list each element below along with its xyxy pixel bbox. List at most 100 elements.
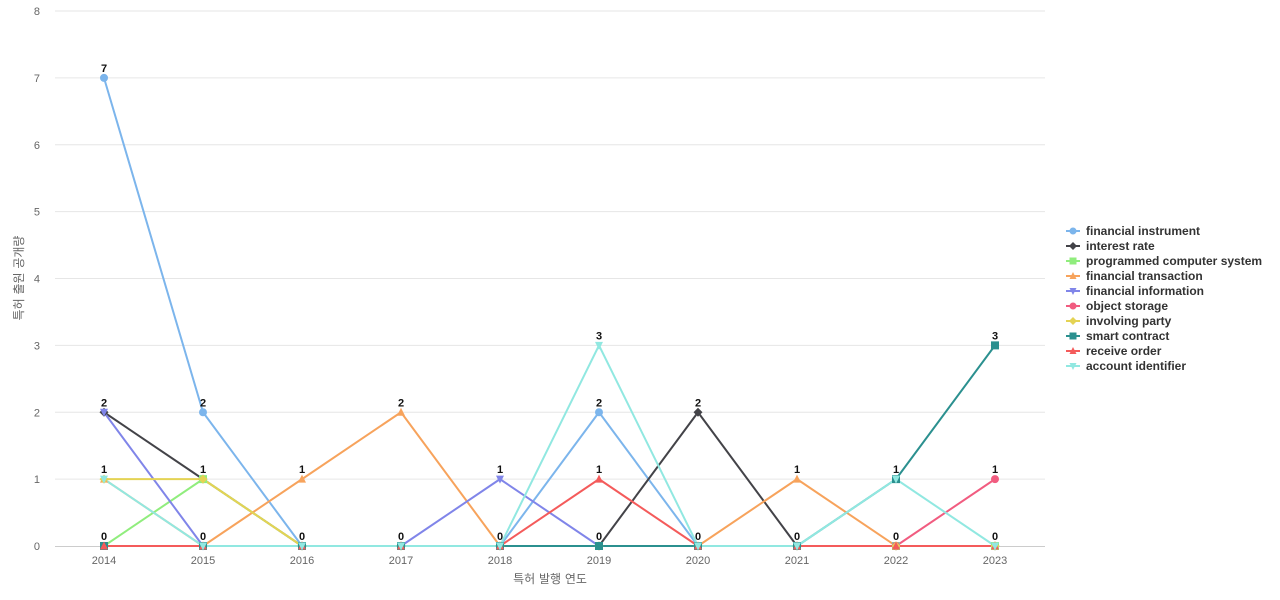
legend-item-involving-party[interactable]: involving party	[1066, 314, 1172, 328]
y-tick-label: 7	[34, 73, 40, 85]
y-tick-label: 5	[34, 207, 40, 219]
legend-item-financial-transaction[interactable]: financial transaction	[1066, 269, 1203, 283]
data-point-smart-contract	[991, 341, 999, 350]
data-label: 0	[299, 531, 305, 543]
data-label: 1	[992, 464, 998, 476]
legend-symbol	[1069, 288, 1077, 295]
x-tick-label: 2016	[290, 555, 314, 567]
y-tick-label: 3	[34, 340, 40, 352]
x-tick-label: 2019	[587, 555, 611, 567]
data-label: 2	[101, 397, 107, 409]
data-label: 1	[101, 464, 107, 476]
legend-symbol	[1069, 272, 1077, 279]
x-tick-label: 2015	[191, 555, 215, 567]
data-label: 1	[596, 464, 602, 476]
data-label: 1	[299, 464, 305, 476]
legend-label: interest rate	[1086, 239, 1155, 253]
y-axis-title: 특허 출원 공개량	[12, 236, 26, 321]
data-label: 2	[398, 397, 404, 409]
y-tick-label: 0	[34, 541, 40, 553]
data-label: 7	[101, 63, 107, 75]
y-tick-label: 2	[34, 407, 40, 419]
data-label: 0	[497, 531, 503, 543]
data-point-financial-instrument	[100, 73, 108, 82]
data-label: 0	[893, 531, 899, 543]
legend-item-account-identifier[interactable]: account identifier	[1066, 359, 1186, 373]
data-point-financial-instrument	[595, 408, 603, 417]
legend-label: receive order	[1086, 344, 1162, 358]
y-tick-label: 1	[34, 474, 40, 486]
legend-item-object-storage[interactable]: object storage	[1066, 299, 1168, 313]
legend-symbol	[1069, 227, 1077, 235]
series-line-financial-instrument	[103, 76, 996, 547]
x-tick-label: 2014	[92, 555, 116, 567]
legend-item-receive-order[interactable]: receive order	[1066, 344, 1162, 358]
data-point-financial-information	[496, 475, 504, 484]
data-label: 3	[992, 330, 998, 342]
data-label: 0	[200, 531, 206, 543]
legend-label: account identifier	[1086, 359, 1186, 373]
data-point-smart-contract	[595, 542, 603, 550]
y-tick-label: 8	[34, 6, 40, 18]
data-label: 1	[893, 464, 899, 476]
x-tick-label: 2020	[686, 555, 710, 567]
data-point-account-identifier	[694, 542, 702, 551]
data-label: 3	[596, 330, 602, 342]
x-tick-label: 2017	[389, 555, 413, 567]
data-label: 1	[200, 464, 206, 476]
data-point-receive-order	[100, 541, 108, 550]
series-line-account-identifier	[103, 344, 996, 547]
legend-symbol	[1069, 302, 1077, 310]
data-point-object-storage	[991, 475, 999, 484]
data-label: 0	[695, 531, 701, 543]
data-label: 0	[101, 531, 107, 543]
legend-label: programmed computer system	[1086, 254, 1262, 268]
legend-label: involving party	[1086, 314, 1172, 328]
data-point-financial-transaction	[397, 407, 405, 416]
legend-item-financial-instrument[interactable]: financial instrument	[1066, 224, 1200, 238]
data-point-account-identifier	[991, 542, 999, 551]
legend-label: financial transaction	[1086, 269, 1203, 283]
x-axis-title: 특허 발행 연도	[513, 571, 587, 586]
data-point-account-identifier	[892, 475, 900, 484]
data-point-financial-transaction	[298, 474, 306, 483]
data-point-account-identifier	[100, 475, 108, 484]
data-label: 0	[398, 531, 404, 543]
x-tick-label: 2023	[983, 555, 1007, 567]
data-label: 1	[794, 464, 800, 476]
data-label: 0	[596, 531, 602, 543]
data-point-account-identifier	[793, 542, 801, 551]
data-label: 2	[200, 397, 206, 409]
data-point-interest-rate	[693, 407, 703, 417]
legend-item-interest-rate[interactable]: interest rate	[1066, 239, 1155, 253]
legend-label: object storage	[1086, 299, 1168, 313]
data-point-financial-information	[100, 408, 108, 417]
data-label: 0	[794, 531, 800, 543]
x-tick-label: 2018	[488, 555, 512, 567]
data-point-account-identifier	[298, 542, 306, 551]
legend-item-smart-contract[interactable]: smart contract	[1066, 329, 1169, 343]
data-label: 0	[992, 531, 998, 543]
data-point-receive-order	[595, 474, 603, 483]
data-point-account-identifier	[496, 542, 504, 551]
x-axis-ticks: 2014 2015 2016 2017 2018 2019 2020 2021 2022 2023	[92, 555, 1007, 567]
legend-symbol	[1069, 317, 1077, 325]
data-point-receive-order	[892, 541, 900, 550]
legend-item-financial-information[interactable]: financial information	[1066, 284, 1204, 298]
gridlines	[55, 10, 1045, 480]
data-label: 2	[695, 397, 701, 409]
data-point-financial-instrument	[199, 408, 207, 417]
data-point-financial-transaction	[793, 474, 801, 483]
data-point-account-identifier	[595, 341, 603, 350]
y-tick-label: 6	[34, 140, 40, 152]
data-labels: 7 2 1 0 2 1 0 1 0 2 0 1 0 3 2 1 0 2 0 1 0 1 0 3 1 0	[101, 63, 998, 543]
x-tick-label: 2022	[884, 555, 908, 567]
legend-item-programmed-computer-system[interactable]: programmed computer system	[1066, 254, 1262, 268]
legend-symbol	[1069, 332, 1077, 340]
legend-symbol	[1069, 347, 1077, 354]
legend-symbol	[1069, 242, 1077, 250]
y-tick-label: 4	[34, 274, 40, 286]
legend-symbol	[1069, 363, 1077, 370]
